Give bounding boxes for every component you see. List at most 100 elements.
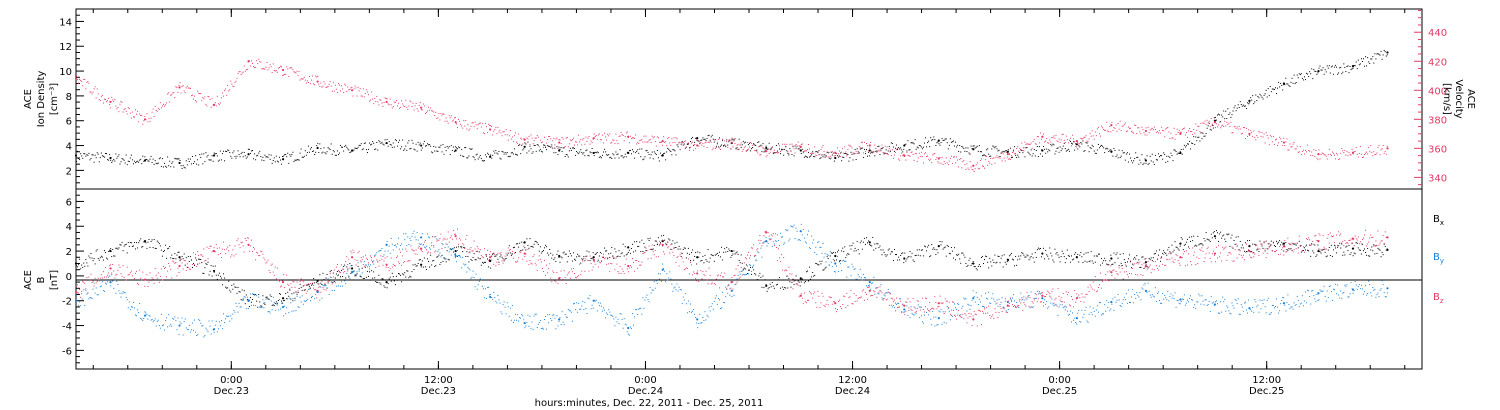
bx-sample — [1200, 243, 1202, 245]
velocity-sample — [423, 105, 425, 107]
bx-sample — [153, 239, 155, 241]
velocity-sample — [959, 159, 961, 161]
velocity-sample — [859, 147, 861, 149]
velocity-sample — [472, 122, 474, 124]
velocity-sample — [580, 139, 582, 141]
by-sample — [331, 289, 333, 291]
velocity-sample — [217, 103, 219, 105]
velocity-sample — [935, 159, 937, 161]
ion-density-sample — [753, 143, 755, 145]
velocity-sample — [324, 83, 326, 85]
bx-sample — [140, 238, 142, 240]
velocity-sample — [834, 154, 836, 156]
ion-density-sample — [290, 155, 292, 157]
ion-density-sample — [823, 154, 825, 156]
ion-density-sample — [1125, 153, 1127, 155]
velocity-sample — [567, 146, 569, 148]
bx-point — [868, 241, 871, 244]
by-sample — [511, 305, 513, 307]
ion-density-sample — [759, 145, 761, 147]
velocity-sample — [1040, 138, 1042, 140]
velocity-sample — [511, 136, 513, 138]
velocity-sample — [965, 168, 967, 170]
ion-density-sample — [599, 156, 601, 158]
by-sample — [864, 277, 866, 279]
bx-sample — [1002, 266, 1004, 268]
by-sample — [298, 306, 300, 308]
by-sample — [798, 238, 800, 240]
by-sample — [174, 316, 176, 318]
by-sample — [409, 237, 411, 239]
ion-density-sample — [806, 156, 808, 158]
velocity-sample — [1092, 135, 1094, 137]
velocity-sample — [128, 108, 130, 110]
bx-sample — [1232, 247, 1234, 249]
by-sample — [494, 296, 496, 298]
by-sample — [349, 278, 351, 280]
bx-sample — [133, 242, 135, 244]
velocity-sample — [727, 146, 729, 148]
ion-density-sample — [1324, 69, 1326, 71]
velocity-sample — [262, 68, 264, 70]
velocity-sample — [968, 169, 970, 171]
bx-sample — [852, 242, 854, 244]
velocity-sample — [220, 97, 222, 99]
ion-density-sample — [962, 146, 964, 148]
velocity-sample — [120, 101, 122, 103]
velocity-sample — [696, 139, 698, 141]
velocity-sample — [987, 164, 989, 166]
bx-sample — [630, 248, 632, 250]
bx-sample — [117, 248, 119, 250]
ion-density-sample — [645, 150, 647, 152]
velocity-sample — [394, 101, 396, 103]
velocity-point — [1317, 153, 1320, 156]
bx-sample — [410, 276, 412, 278]
bx-sample — [474, 259, 476, 261]
velocity-sample — [127, 107, 129, 109]
ion-density-point — [454, 149, 457, 152]
ion-density-sample — [1278, 81, 1280, 83]
velocity-sample — [458, 119, 460, 121]
ion-density-sample — [153, 163, 155, 165]
velocity-sample — [1215, 123, 1217, 125]
velocity-sample — [578, 134, 580, 136]
velocity-sample — [547, 139, 549, 141]
by-sample — [735, 283, 737, 285]
bx-sample — [483, 261, 485, 263]
velocity-sample — [1060, 139, 1062, 141]
velocity-sample — [441, 114, 443, 116]
ion-density-sample — [559, 148, 561, 150]
by-sample — [659, 273, 661, 275]
velocity-sample — [357, 86, 359, 88]
velocity-sample — [166, 102, 168, 104]
ion-density-sample — [896, 144, 898, 146]
ion-density-sample — [635, 152, 637, 154]
velocity-sample — [989, 162, 991, 164]
x-tick-date-label: Dec.25 — [1249, 386, 1284, 397]
bx-sample — [413, 268, 415, 270]
ion-density-sample — [1261, 96, 1263, 98]
bx-sample — [1379, 249, 1381, 251]
by-sample — [117, 283, 119, 285]
bx-sample — [238, 291, 240, 293]
velocity-sample — [766, 154, 768, 156]
bx-point — [281, 297, 285, 300]
velocity-sample — [516, 141, 518, 143]
ion-density-sample — [1311, 68, 1313, 70]
velocity-sample — [1080, 137, 1082, 139]
by-sample — [569, 310, 571, 312]
velocity-sample — [257, 63, 259, 65]
bx-sample — [1150, 257, 1152, 259]
by-sample — [560, 324, 562, 326]
velocity-sample — [816, 155, 818, 157]
by-sample — [398, 237, 400, 239]
velocity-sample — [731, 137, 733, 139]
ion-density-sample — [1037, 156, 1039, 158]
bx-sample — [612, 255, 614, 257]
bx-sample — [458, 246, 460, 248]
ion-density-sample — [498, 150, 500, 152]
velocity-sample — [469, 128, 471, 130]
velocity-sample — [1365, 152, 1367, 154]
bx-sample — [565, 253, 567, 255]
bx-sample — [111, 256, 113, 258]
